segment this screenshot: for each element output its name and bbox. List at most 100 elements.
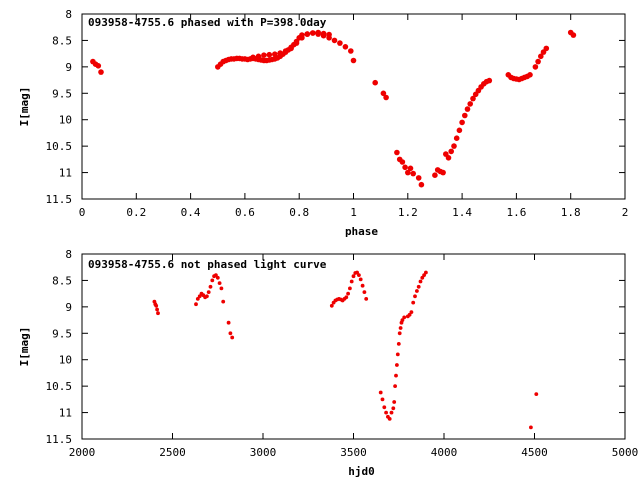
x-tick-label: 2000: [69, 446, 96, 459]
data-point: [206, 290, 211, 294]
data-point: [329, 303, 334, 308]
data-point: [534, 392, 539, 396]
data-point: [398, 326, 403, 330]
data-point: [413, 294, 417, 299]
data-point: [410, 170, 417, 177]
data-point: [420, 275, 425, 280]
phased-light-curve-panel: 0 0.2 0.4 0.6 0.8 1 1.2 1.4 1.6 1.8 2 8 8.5 9 9.5 10 10.…: [18, 8, 628, 238]
data-point: [372, 79, 379, 86]
data-point: [459, 119, 465, 126]
x-tick-label: 2500: [159, 446, 186, 459]
data-point: [346, 291, 350, 296]
data-point: [228, 331, 233, 336]
data-point: [350, 57, 357, 64]
data-point: [310, 30, 316, 36]
data-point: [364, 297, 369, 301]
data-point: [261, 52, 267, 58]
x-tick-label: 3500: [340, 446, 367, 459]
x-axis-label: phase: [345, 225, 378, 238]
x-tick-label: 1.6: [506, 206, 526, 219]
data-point: [409, 310, 414, 314]
data-point: [380, 90, 387, 97]
data-point: [293, 40, 300, 46]
data-point: [389, 410, 394, 415]
data-point: [205, 294, 209, 299]
y-axis-label: I[mag]: [18, 87, 31, 127]
data-point: [380, 397, 385, 402]
data-point: [415, 289, 419, 293]
x-tick-label: 0: [79, 206, 86, 219]
data-point: [399, 159, 406, 165]
y-tick-label: 8.5: [52, 34, 72, 47]
data-point: [331, 37, 338, 44]
data-point: [411, 300, 416, 305]
y-tick-label: 8: [65, 8, 72, 21]
y-tick-label: 9: [65, 301, 72, 314]
y-tick-label: 8: [65, 248, 72, 261]
data-point: [348, 286, 352, 291]
y-tick-label: 11.5: [46, 193, 73, 206]
data-point: [395, 363, 399, 367]
data-point: [432, 172, 438, 178]
x-tick-label: 2: [622, 206, 629, 219]
y-tick-label: 9.5: [52, 327, 72, 340]
y-tick-label: 10.5: [46, 380, 73, 393]
y-axis-label: I[mag]: [18, 327, 31, 367]
data-point: [416, 284, 421, 289]
y-tick-label: 10.5: [46, 140, 73, 153]
data-point: [535, 58, 541, 65]
data-point: [402, 164, 408, 171]
data-point: [529, 425, 533, 430]
data-point: [358, 277, 363, 282]
data-point: [194, 302, 198, 307]
data-point: [98, 69, 104, 75]
data-point: [462, 112, 468, 119]
data-point: [448, 148, 455, 155]
data-point: [266, 51, 273, 58]
chart-title: 093958-4755.6 not phased light curve: [88, 258, 327, 271]
data-point: [456, 127, 463, 134]
data-point: [210, 278, 215, 283]
chart-title: 093958-4755.6 phased with P=398.0day: [88, 16, 327, 29]
data-point: [342, 44, 349, 50]
data-point: [407, 165, 414, 172]
y-tick-label: 11: [59, 167, 72, 180]
x-tick-label: 3000: [250, 446, 277, 459]
x-tick-label: 0.4: [181, 206, 201, 219]
y-tick-label: 11.5: [46, 433, 73, 446]
data-point: [467, 101, 474, 107]
data-point: [155, 307, 160, 312]
data-point: [470, 95, 476, 102]
data-point: [395, 352, 400, 357]
data-point: [464, 106, 471, 112]
y-tick-label: 9.5: [52, 87, 72, 100]
x-tick-label: 1.2: [398, 206, 418, 219]
x-tick-label: 1: [350, 206, 357, 219]
data-point: [326, 35, 332, 41]
x-tick-label: 4500: [521, 446, 548, 459]
x-tick-label: 1.8: [561, 206, 581, 219]
data-point: [351, 274, 356, 279]
x-tick-label: 1.4: [452, 206, 472, 219]
data-point: [315, 31, 322, 37]
data-point: [226, 320, 231, 325]
data-point: [282, 48, 289, 54]
data-point: [486, 77, 493, 84]
data-point: [532, 64, 539, 70]
data-point: [95, 63, 102, 69]
data-point: [337, 40, 343, 46]
x-tick-label: 0.2: [126, 206, 146, 219]
data-point: [391, 406, 396, 411]
data-point: [288, 45, 294, 52]
y-tick-label: 9: [65, 61, 72, 74]
x-axis-label: hjd0: [348, 465, 375, 478]
data-point: [396, 342, 401, 346]
data-point: [215, 275, 220, 280]
data-point: [357, 273, 361, 277]
data-point: [250, 54, 256, 61]
data-point: [387, 417, 392, 421]
data-point: [418, 181, 425, 188]
data-point: [362, 290, 367, 294]
data-point: [383, 94, 389, 101]
data-point: [382, 405, 387, 410]
